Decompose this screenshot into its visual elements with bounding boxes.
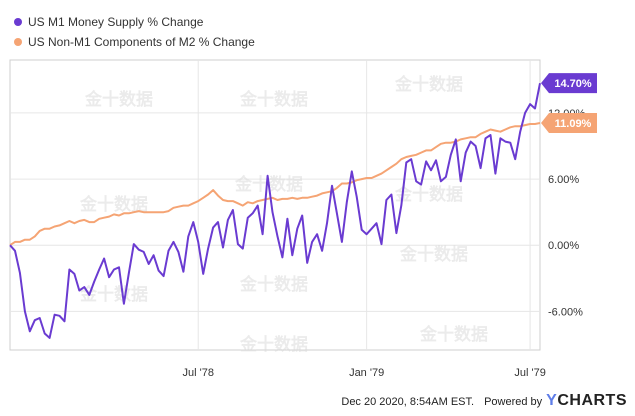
- footer: Dec 20 2020, 8:54AM EST. Powered by YCHA…: [341, 392, 627, 410]
- ycharts-logo-text: CHARTS: [557, 392, 627, 409]
- legend-label-m1: US M1 Money Supply % Change: [28, 15, 204, 29]
- plot-frame: [9, 59, 541, 351]
- last-value-label-m1: 14.70%: [554, 78, 592, 90]
- watermark-text: 金十数据: [79, 194, 148, 215]
- legend-dot-icon: [14, 18, 22, 26]
- series-line-m1: [9, 83, 541, 339]
- y-tick-label: 6.00%: [548, 174, 579, 186]
- timestamp: Dec 20 2020, 8:54AM EST.: [341, 396, 475, 408]
- x-tick-label: Jul '79: [514, 367, 545, 379]
- legend-dot-icon: [14, 38, 22, 46]
- ycharts-logo-y: Y: [546, 392, 558, 409]
- legend-item-m1[interactable]: US M1 Money Supply % Change: [14, 12, 255, 32]
- y-tick-label: 0.00%: [548, 240, 579, 252]
- legend-label-nonm1: US Non-M1 Components of M2 % Change: [28, 35, 255, 49]
- powered-by-label: Powered by: [484, 396, 543, 408]
- last-value-tag-nonm1: [541, 112, 597, 133]
- series-line-nonm1: [9, 122, 541, 247]
- x-tick-label: Jan '79: [349, 367, 384, 379]
- ycharts-logo[interactable]: YCHARTS: [546, 392, 627, 410]
- legend-item-nonm1[interactable]: US Non-M1 Components of M2 % Change: [14, 32, 255, 52]
- last-value-tag-m1: [541, 73, 597, 94]
- watermark-text: 金十数据: [394, 184, 463, 205]
- watermark-text: 金十数据: [84, 89, 153, 110]
- watermark-text: 金十数据: [239, 89, 308, 110]
- legend: US M1 Money Supply % Change US Non-M1 Co…: [14, 12, 255, 52]
- y-tick-label: -6.00%: [548, 306, 583, 318]
- watermark-text: 金十数据: [399, 244, 468, 265]
- watermark-text: 金十数据: [394, 74, 463, 95]
- watermark-text: 金十数据: [239, 334, 308, 355]
- watermark-text: 金十数据: [239, 274, 308, 295]
- x-tick-label: Jul '78: [182, 367, 213, 379]
- watermark-text: 金十数据: [79, 284, 148, 305]
- last-value-label-nonm1: 11.09%: [555, 118, 592, 130]
- watermark-text: 金十数据: [419, 324, 488, 345]
